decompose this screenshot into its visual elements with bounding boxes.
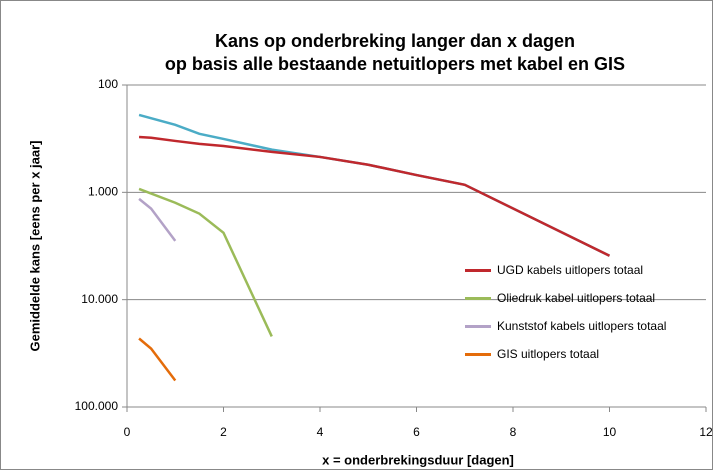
x-tick-label: 10 (603, 425, 617, 439)
legend-entry: UGD kabels uitlopers totaal (465, 262, 700, 279)
line-series (138, 135, 611, 257)
line-series (138, 197, 177, 242)
x-tick-label: 12 (699, 425, 713, 439)
x-tick-label: 2 (220, 425, 227, 439)
x-tick-label: 8 (510, 425, 517, 439)
legend-swatch (465, 297, 491, 300)
x-tick-label: 4 (317, 425, 324, 439)
legend-entry: Kunststof kabels uitlopers totaal (465, 318, 700, 335)
chart-subtitle: op basis alle bestaande netuitlopers met… (165, 54, 625, 74)
legend-swatch (465, 325, 491, 328)
legend-swatch (465, 269, 491, 272)
legend-label: Kunststof kabels uitlopers totaal (497, 319, 667, 333)
x-tick-label: 0 (124, 425, 131, 439)
y-tick-label: 10.000 (81, 292, 118, 306)
legend-swatch (465, 353, 491, 356)
y-tick-label: 100 (98, 77, 118, 91)
chart-title: Kans op onderbreking langer dan x dagen (215, 31, 575, 51)
x-tick-label: 6 (413, 425, 420, 439)
y-tick-label: 100.000 (75, 399, 119, 413)
line-series (138, 337, 177, 382)
y-tick-label: 1.000 (88, 185, 118, 199)
x-axis-label: x = onderbrekingsduur [dagen] (322, 452, 514, 467)
legend-label: Oliedruk kabel uitlopers totaal (497, 291, 656, 305)
legend: UGD kabels uitlopers totaal Oliedruk kabe… (465, 262, 700, 374)
legend-label: GIS uitlopers totaal (497, 347, 600, 361)
legend-entry: Oliedruk kabel uitlopers totaal (465, 290, 700, 307)
line-series (138, 187, 273, 337)
legend-label: UGD kabels uitlopers totaal (497, 263, 644, 277)
y-axis-label: Gemiddelde kans [eens per x jaar] (27, 141, 42, 352)
legend-entry: GIS uitlopers totaal (465, 346, 700, 363)
